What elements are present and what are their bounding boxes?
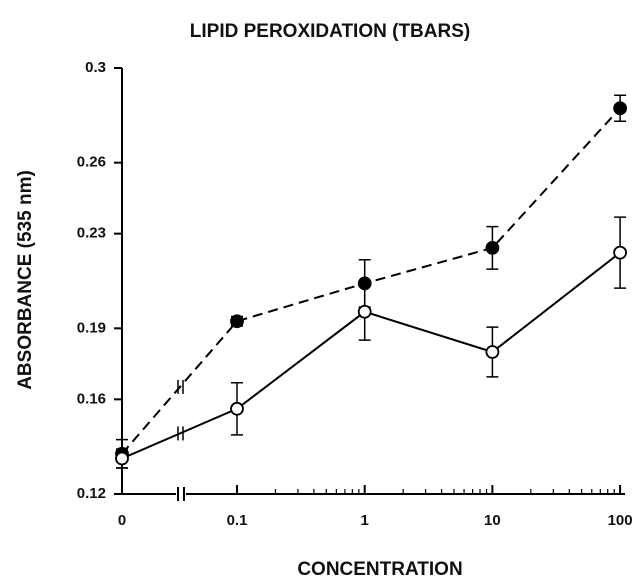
data-point [485, 240, 500, 255]
data-point [485, 345, 500, 359]
data-point [357, 304, 372, 319]
data-point [230, 401, 244, 416]
y-axis-label: ABSORBANCE (535 nm) [15, 170, 36, 390]
y-tick-label: 0.16 [77, 390, 106, 407]
y-tick-label: 0.26 [77, 154, 106, 171]
y-tick-label: 0.19 [77, 319, 106, 336]
data-point [613, 245, 627, 260]
x-tick-label: 10 [484, 512, 501, 529]
data-point [230, 314, 244, 329]
x-axis-label: CONCENTRATION [297, 559, 462, 580]
x-tick-label: 100 [608, 512, 633, 529]
y-tick-label: 0.3 [85, 59, 106, 76]
y-tick-label: 0.23 [77, 225, 106, 242]
x-tick-label: 0 [118, 512, 126, 529]
data-point [613, 101, 627, 116]
data-point [115, 451, 129, 466]
x-tick-label: 0.1 [227, 512, 248, 529]
x-tick-label: 1 [361, 512, 369, 529]
y-tick-label: 0.12 [77, 485, 106, 502]
chart-title: LIPID PEROXIDATION (TBARS) [190, 21, 470, 42]
